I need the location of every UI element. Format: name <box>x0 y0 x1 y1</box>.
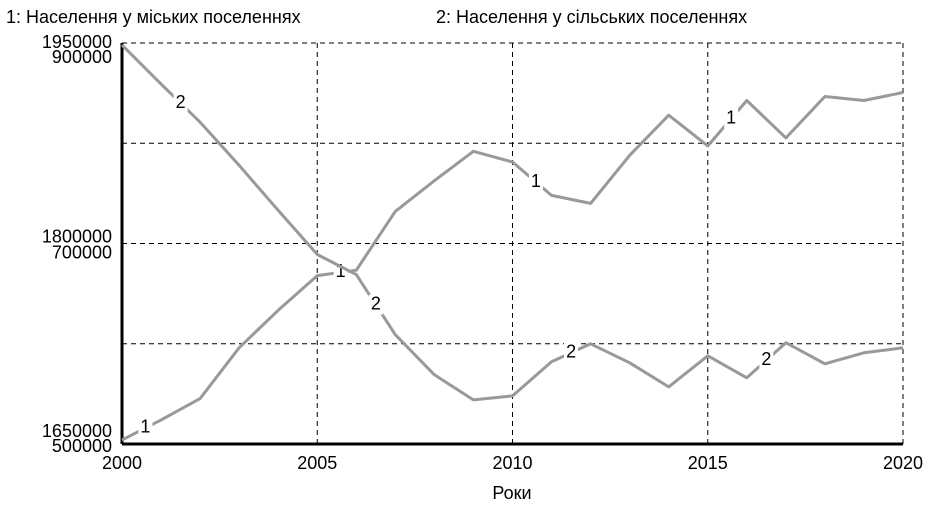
y2-tick-label: 700000 <box>52 242 112 262</box>
y-tick-label: 1800000 <box>42 226 112 246</box>
legend-label: 2: Населення у сільських поселеннях <box>436 7 747 27</box>
line-label-bg <box>759 350 774 371</box>
line-label: 1 <box>336 261 346 281</box>
y-tick-label: 1650000 <box>42 421 112 441</box>
y-tick-label: 1950000 <box>42 32 112 52</box>
x-tick-label: 2015 <box>688 453 728 473</box>
series-line <box>121 91 904 442</box>
x-tick-label: 2010 <box>492 453 532 473</box>
line-label: 2 <box>176 92 186 112</box>
y2-tick-label: 900000 <box>52 47 112 67</box>
line-label-bg <box>368 294 383 315</box>
line-label: 2 <box>761 349 771 369</box>
line-label-bg <box>528 172 543 193</box>
x-axis-label: Роки <box>492 483 531 503</box>
x-tick-label: 2020 <box>883 453 923 473</box>
x-tick-label: 2005 <box>297 453 337 473</box>
line-label-bg <box>724 108 739 129</box>
line-label: 1 <box>531 171 541 191</box>
line-label: 2 <box>566 342 576 362</box>
y2-tick-label: 500000 <box>52 436 112 456</box>
line-label: 1 <box>726 107 736 127</box>
x-tick-label: 2000 <box>102 453 142 473</box>
line-label: 1 <box>140 417 150 437</box>
legend-label: 1: Населення у міських поселеннях <box>6 7 301 27</box>
line-label-bg <box>564 342 579 363</box>
line-label-bg <box>173 93 188 114</box>
line-label-bg <box>138 417 153 438</box>
line-label: 2 <box>371 293 381 313</box>
